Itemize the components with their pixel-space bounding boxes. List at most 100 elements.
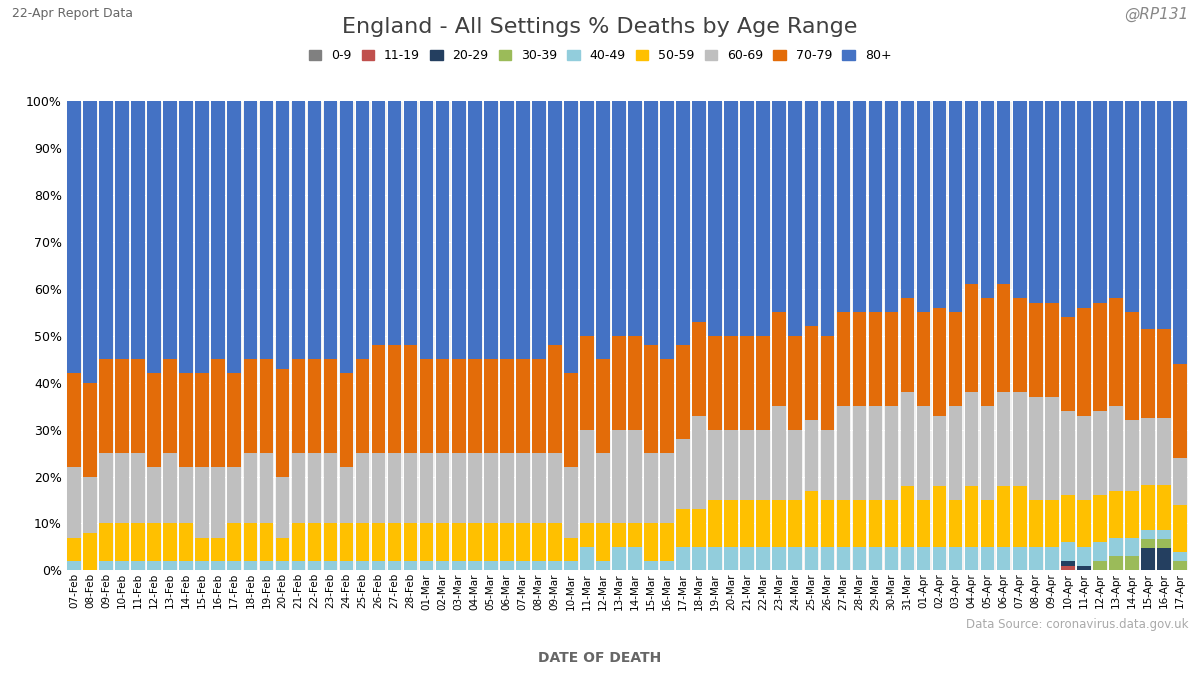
- Bar: [324, 561, 337, 570]
- Bar: [548, 561, 562, 570]
- Bar: [83, 533, 97, 570]
- Bar: [67, 537, 80, 561]
- Bar: [1078, 566, 1091, 570]
- Bar: [67, 373, 80, 467]
- Bar: [196, 101, 209, 373]
- Bar: [997, 547, 1010, 570]
- Bar: [83, 383, 97, 477]
- Bar: [436, 101, 450, 359]
- Bar: [821, 101, 834, 336]
- Bar: [804, 421, 818, 491]
- Bar: [1141, 548, 1154, 570]
- Bar: [596, 453, 610, 524]
- Bar: [452, 561, 466, 570]
- Bar: [276, 537, 289, 561]
- Bar: [1061, 411, 1074, 495]
- Bar: [516, 359, 529, 453]
- Bar: [1078, 500, 1091, 547]
- Bar: [324, 453, 337, 524]
- Bar: [548, 345, 562, 453]
- Bar: [211, 561, 226, 570]
- Bar: [596, 561, 610, 570]
- Bar: [307, 359, 322, 453]
- Bar: [997, 486, 1010, 547]
- Bar: [324, 524, 337, 561]
- Bar: [1013, 298, 1026, 392]
- Bar: [932, 416, 947, 486]
- Bar: [660, 101, 674, 359]
- Bar: [259, 359, 274, 453]
- Bar: [660, 359, 674, 453]
- Bar: [1109, 406, 1123, 491]
- Bar: [131, 359, 145, 453]
- Bar: [307, 561, 322, 570]
- Bar: [163, 101, 176, 359]
- Bar: [83, 477, 97, 533]
- Bar: [949, 500, 962, 547]
- Bar: [884, 101, 899, 313]
- Bar: [980, 500, 995, 547]
- Text: England - All Settings % Deaths by Age Range: England - All Settings % Deaths by Age R…: [342, 17, 858, 37]
- Bar: [580, 547, 594, 570]
- Bar: [1141, 101, 1154, 329]
- Bar: [1028, 303, 1043, 397]
- Bar: [773, 500, 786, 547]
- Bar: [259, 101, 274, 359]
- Bar: [708, 500, 722, 547]
- Bar: [372, 524, 385, 561]
- Bar: [564, 101, 577, 373]
- Bar: [163, 524, 176, 561]
- Bar: [148, 373, 161, 467]
- Bar: [388, 524, 401, 561]
- Bar: [788, 547, 802, 570]
- Bar: [355, 561, 370, 570]
- Text: 22-Apr Report Data: 22-Apr Report Data: [12, 7, 133, 20]
- Bar: [740, 500, 754, 547]
- Bar: [853, 500, 866, 547]
- Bar: [244, 453, 257, 524]
- Bar: [1028, 547, 1043, 570]
- Bar: [853, 313, 866, 406]
- Bar: [692, 101, 706, 322]
- Bar: [917, 101, 930, 313]
- Bar: [660, 453, 674, 524]
- Bar: [1109, 491, 1123, 537]
- Bar: [244, 359, 257, 453]
- Bar: [949, 313, 962, 406]
- Bar: [1157, 329, 1171, 418]
- Bar: [1109, 101, 1123, 298]
- Bar: [677, 439, 690, 510]
- Bar: [355, 453, 370, 524]
- Bar: [372, 453, 385, 524]
- Bar: [388, 453, 401, 524]
- Bar: [1126, 421, 1139, 491]
- Bar: [821, 430, 834, 500]
- Bar: [292, 359, 305, 453]
- Bar: [436, 359, 450, 453]
- Bar: [211, 101, 226, 359]
- Bar: [115, 453, 128, 524]
- Bar: [629, 336, 642, 430]
- Bar: [468, 359, 481, 453]
- Bar: [259, 524, 274, 561]
- Bar: [532, 453, 546, 524]
- Bar: [148, 524, 161, 561]
- Bar: [404, 101, 418, 345]
- Bar: [788, 336, 802, 430]
- Bar: [1157, 101, 1171, 329]
- Bar: [180, 561, 193, 570]
- Bar: [1093, 411, 1106, 495]
- Bar: [1045, 303, 1058, 397]
- Bar: [949, 406, 962, 500]
- Bar: [1157, 530, 1171, 539]
- Bar: [1141, 485, 1154, 530]
- Bar: [677, 510, 690, 547]
- Bar: [1013, 101, 1026, 298]
- Bar: [1141, 418, 1154, 485]
- Bar: [532, 561, 546, 570]
- Bar: [83, 101, 97, 383]
- Bar: [564, 373, 577, 467]
- Bar: [1093, 542, 1106, 561]
- Bar: [420, 359, 433, 453]
- Bar: [452, 359, 466, 453]
